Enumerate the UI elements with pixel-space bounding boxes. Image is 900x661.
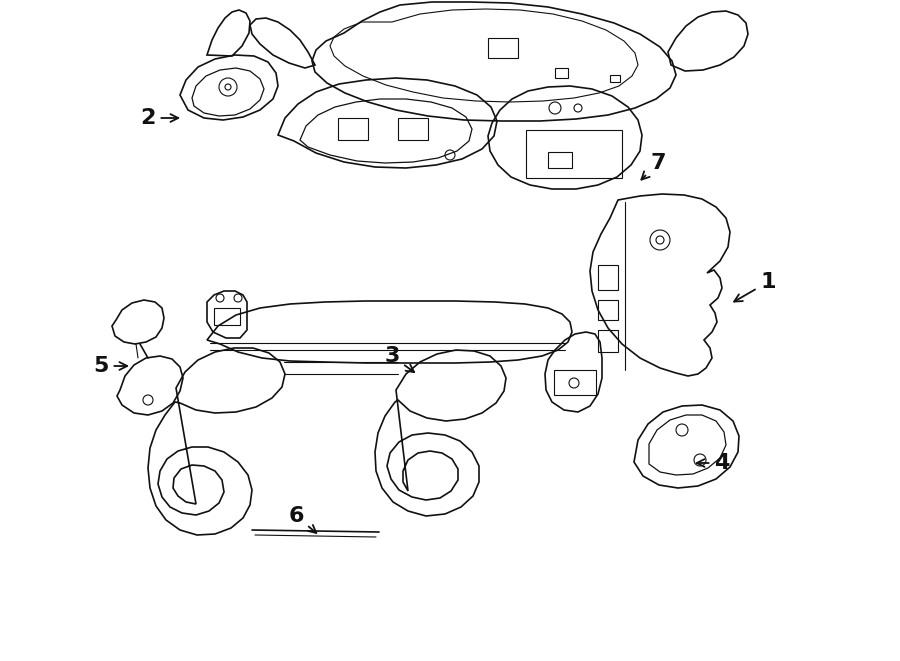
Text: 4: 4 (697, 453, 730, 473)
Text: 6: 6 (288, 506, 316, 533)
Text: 5: 5 (94, 356, 127, 376)
Text: 3: 3 (384, 346, 414, 372)
Text: 7: 7 (642, 153, 666, 180)
Text: 1: 1 (734, 272, 776, 301)
Text: 2: 2 (140, 108, 178, 128)
